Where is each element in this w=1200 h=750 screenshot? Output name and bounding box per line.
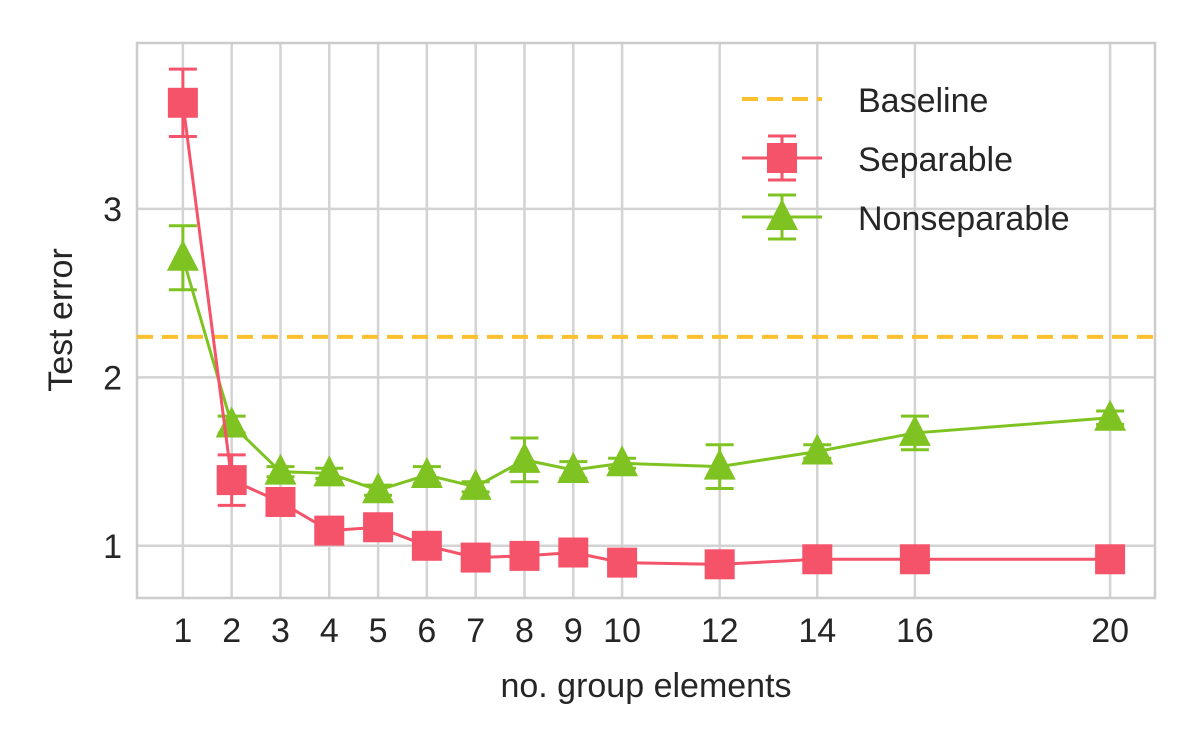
data-point	[606, 445, 639, 477]
data-point	[410, 457, 443, 489]
y-tick-label: 3	[103, 191, 122, 229]
grid	[137, 43, 1155, 598]
series-nonseparable	[166, 224, 1127, 504]
x-axis-label: no. group elements	[500, 667, 791, 705]
legend-nonseparable-label: Nonseparable	[858, 200, 1070, 238]
legend-nonseparable-swatch	[742, 193, 822, 241]
x-tick-label: 8	[515, 612, 534, 650]
data-point	[899, 544, 930, 575]
data-point	[704, 549, 735, 580]
x-tick-label: 20	[1091, 612, 1129, 650]
data-point	[363, 512, 394, 543]
data-point	[508, 441, 541, 473]
legend-baseline-label: Baseline	[858, 82, 988, 120]
plot-frame	[135, 41, 1157, 600]
data-point	[557, 451, 590, 483]
legend-separable-swatch	[742, 134, 822, 182]
data-point	[459, 468, 492, 500]
data-point	[1094, 399, 1127, 431]
data-point	[215, 406, 248, 438]
x-tick-label: 12	[701, 612, 739, 650]
y-tick-labels: 1 2 3	[103, 191, 122, 566]
data-point	[1095, 544, 1126, 575]
data-point	[362, 472, 395, 504]
data-point	[166, 239, 199, 271]
series-layer	[137, 67, 1155, 580]
data-point	[313, 455, 346, 487]
data-point	[802, 544, 833, 575]
data-point	[167, 87, 198, 118]
data-point	[801, 433, 834, 465]
y-axis-label: Test error	[42, 248, 80, 392]
data-point	[898, 414, 931, 446]
series-line	[181, 257, 1111, 492]
x-tick-label: 7	[466, 612, 485, 650]
data-point	[558, 537, 589, 568]
x-tick-label: 2	[222, 612, 241, 650]
data-point	[509, 540, 540, 571]
series-separable	[167, 67, 1126, 580]
legend-separable-label: Separable	[858, 141, 1013, 179]
data-point	[607, 547, 638, 578]
y-tick-label: 1	[103, 528, 122, 566]
x-tick-label: 10	[603, 612, 641, 650]
x-tick-label: 14	[798, 612, 836, 650]
data-point	[314, 515, 345, 546]
x-tick-label: 5	[369, 612, 388, 650]
x-tick-labels: 1 2 3 4 5 6 7 8 9 10 12 14 16 20	[173, 612, 1129, 650]
x-tick-label: 16	[896, 612, 934, 650]
legend-marker	[767, 143, 797, 173]
legend-marker	[766, 199, 798, 230]
data-point	[411, 530, 442, 561]
data-point	[703, 448, 736, 480]
x-tick-label: 6	[417, 612, 436, 650]
x-tick-label: 4	[320, 612, 339, 650]
data-point	[460, 542, 491, 573]
data-point	[216, 465, 247, 496]
x-tick-label: 9	[564, 612, 583, 650]
x-tick-label: 1	[173, 612, 192, 650]
legend: Baseline Separable Nonseparable	[742, 82, 1070, 241]
data-point	[265, 486, 296, 517]
y-tick-label: 2	[103, 359, 122, 397]
data-point	[264, 453, 297, 485]
x-tick-label: 3	[271, 612, 290, 650]
